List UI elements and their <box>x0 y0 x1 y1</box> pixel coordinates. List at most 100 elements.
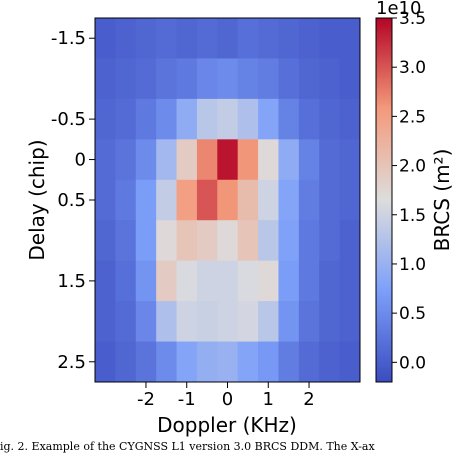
heatmap-cell <box>135 341 157 383</box>
heatmap-cell <box>278 18 300 59</box>
heatmap-cell <box>196 220 218 262</box>
heatmap-cell <box>156 58 178 100</box>
heatmap-cell <box>298 98 320 140</box>
colorbar-ticks: 0.0 0.5 1.0 1.5 2.0 2.5 3.0 3.5 <box>392 9 426 373</box>
heatmap-cell <box>237 260 259 302</box>
heatmap-cell <box>196 179 218 221</box>
heatmap-cell <box>237 220 259 262</box>
heatmap-cell <box>115 18 137 59</box>
heatmap-cell <box>217 98 239 140</box>
colorbar-tick-label: 3.5 <box>399 9 426 29</box>
heatmap-cell <box>95 260 116 302</box>
heatmap-cell <box>156 220 178 262</box>
heatmap-cell <box>237 341 259 383</box>
heatmap-cell <box>217 58 239 100</box>
heatmap-cell <box>135 58 157 100</box>
heatmap-cell <box>298 179 320 221</box>
heatmap-cell <box>176 301 198 343</box>
heatmap-cell <box>319 18 341 59</box>
heatmap-cell <box>217 179 239 221</box>
heatmap-cell <box>176 341 198 383</box>
heatmap-cell <box>176 220 198 262</box>
heatmap-cell <box>258 58 279 100</box>
colorbar-tick-label: 3.0 <box>399 58 426 78</box>
heatmap-cell <box>278 341 300 383</box>
heatmap-cell <box>115 220 137 262</box>
heatmap-cell <box>319 341 341 383</box>
x-tick-label: -2 <box>137 389 155 410</box>
heatmap-cell <box>258 179 279 221</box>
heatmap-cell <box>237 179 259 221</box>
heatmap-cell <box>319 98 341 140</box>
heatmap-cell <box>339 139 361 181</box>
heatmap-cell <box>258 341 279 383</box>
y-tick-label: 1.5 <box>57 271 86 292</box>
heatmap-cell <box>176 260 198 302</box>
heatmap-cell <box>319 179 341 221</box>
heatmap-cell <box>278 301 300 343</box>
heatmap-cells <box>95 18 361 383</box>
heatmap-cell <box>319 220 341 262</box>
colorbar-gradient <box>375 17 393 383</box>
colorbar-tick-label: 1.0 <box>399 255 426 275</box>
y-tick-label: -1.5 <box>51 28 86 49</box>
heatmap-cell <box>196 260 218 302</box>
x-axis-ticks: -2 -1 0 1 2 <box>137 382 315 410</box>
heatmap-cell <box>156 98 178 140</box>
x-tick-label: 2 <box>303 389 314 410</box>
heatmap-cell <box>237 18 259 59</box>
heatmap-cell <box>156 18 178 59</box>
heatmap-cell <box>339 220 361 262</box>
heatmap-cell <box>278 139 300 181</box>
colorbar-tick-label: 2.5 <box>399 107 426 127</box>
heatmap-cell <box>115 98 137 140</box>
heatmap-cell <box>298 18 320 59</box>
heatmap-cell <box>156 301 178 343</box>
heatmap-cell <box>298 58 320 100</box>
heatmap-cell <box>95 18 116 59</box>
heatmap-cell <box>95 220 116 262</box>
heatmap-cell <box>319 301 341 343</box>
heatmap-cell <box>278 179 300 221</box>
heatmap-cell <box>95 179 116 221</box>
heatmap-cell <box>115 58 137 100</box>
colorbar-tick-label: 0.5 <box>399 304 426 324</box>
heatmap-cell <box>115 179 137 221</box>
heatmap-cell <box>196 58 218 100</box>
heatmap-cell <box>217 18 239 59</box>
heatmap-cell <box>135 98 157 140</box>
heatmap-cell <box>95 341 116 383</box>
heatmap-cell <box>176 18 198 59</box>
heatmap-cell <box>237 301 259 343</box>
heatmap-cell <box>278 58 300 100</box>
heatmap-cell <box>339 179 361 221</box>
colorbar-tick-label: 2.0 <box>399 157 426 177</box>
heatmap-cell <box>298 341 320 383</box>
heatmap-cell <box>135 139 157 181</box>
y-tick-label: 0.5 <box>57 190 86 211</box>
heatmap-cell <box>217 260 239 302</box>
heatmap-cell <box>176 58 198 100</box>
heatmap-cell <box>95 301 116 343</box>
heatmap-cell <box>278 98 300 140</box>
heatmap-cell <box>339 260 361 302</box>
heatmap-cell <box>258 220 279 262</box>
y-axis-ticks: -1.5 -0.5 0 0.5 1.5 2.5 <box>51 28 95 373</box>
x-tick-label: 0 <box>222 389 233 410</box>
heatmap-cell <box>339 58 361 100</box>
ddm-heatmap-chart: -2 -1 0 1 2 -1.5 -0.5 0 0.5 1.5 2.5 Doppler (KHz)… <box>25 0 454 437</box>
colorbar <box>375 17 393 383</box>
colorbar-exponent: 1e10 <box>376 0 421 19</box>
colorbar-label: BRCS (m²) <box>430 149 454 252</box>
heatmap-cell <box>298 139 320 181</box>
heatmap-cell <box>217 341 239 383</box>
heatmap-cell <box>135 179 157 221</box>
heatmap-cell <box>258 98 279 140</box>
heatmap-cell <box>258 260 279 302</box>
x-tick-label: -1 <box>178 389 196 410</box>
x-tick-label: 1 <box>263 389 274 410</box>
heatmap-cell <box>319 260 341 302</box>
heatmap-cell <box>278 220 300 262</box>
heatmap-cell <box>176 98 198 140</box>
heatmap-cell <box>217 301 239 343</box>
